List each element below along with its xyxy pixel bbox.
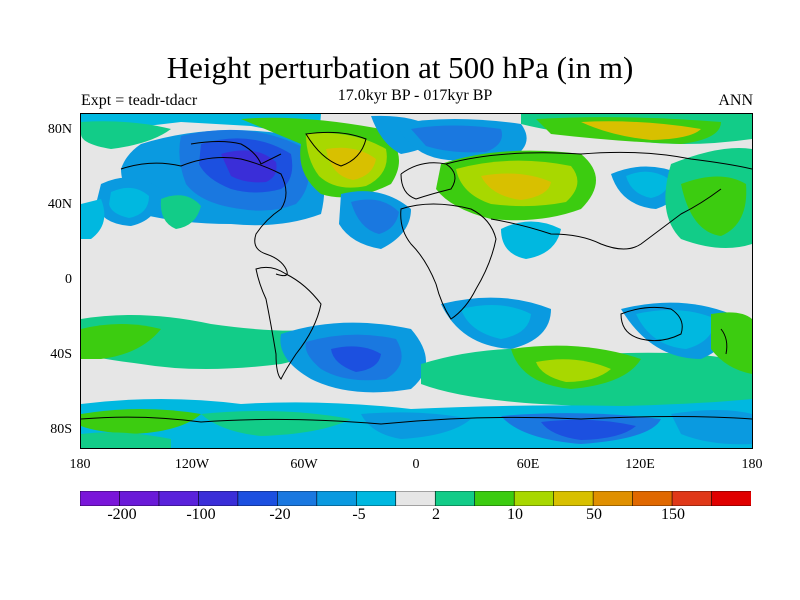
contour-fields [81, 114, 752, 448]
asia-south-coastline [490, 188, 722, 250]
colorbar-swatch [474, 491, 515, 506]
map-panel [80, 113, 753, 449]
lon-tick-label: 120E [625, 457, 655, 472]
contour-region [501, 221, 561, 259]
lat-tick-label: 40N [47, 197, 72, 212]
contour-region [626, 171, 669, 198]
lon-tick-label: 60E [516, 457, 540, 472]
colorbar-swatch [198, 491, 239, 506]
north-america-coastline [120, 157, 288, 277]
colorbar-label: 10 [507, 506, 523, 523]
colorbar-swatch [592, 491, 634, 506]
colorbar-label: 2 [432, 506, 440, 523]
contour-region [681, 176, 747, 236]
lon-tick-label: 0 [412, 457, 420, 472]
contour-region [671, 410, 752, 445]
contour-region [160, 195, 201, 229]
contour-region [81, 324, 161, 359]
colorbar-swatch [158, 491, 200, 506]
colorbar-swatch [355, 491, 397, 506]
australia-coastline [620, 306, 683, 342]
plot-title: Height perturbation at 500 hPa (in m) [166, 50, 634, 85]
arctic-canada-coastline [190, 141, 282, 165]
lon-tick-label: 180 [741, 457, 763, 472]
colorbar-swatch [80, 491, 121, 506]
colorbar-label: -200 [107, 506, 137, 523]
contour-region [536, 359, 611, 382]
antarctica-coastline [81, 416, 752, 425]
plot-subtitle: 17.0kyr BP - 017kyr BP [337, 87, 493, 104]
coastlines [81, 131, 752, 425]
contour-region [201, 410, 351, 436]
lat-tick-label: 0 [65, 272, 72, 287]
colorbar-swatch [237, 491, 279, 506]
contour-region [351, 199, 399, 234]
africa-coastline [400, 203, 497, 320]
lat-tick-label: 40S [50, 347, 72, 362]
contour-region [581, 121, 701, 140]
colorbar-label: 50 [586, 506, 602, 523]
colorbar-swatch [513, 491, 555, 506]
season-label: ANN [718, 92, 753, 109]
colorbar-swatch [553, 491, 594, 506]
contour-region [331, 346, 381, 372]
colorbar-swatch [671, 491, 713, 506]
contour-region [711, 312, 752, 374]
contour-region [81, 121, 171, 149]
greenland-coastline [305, 131, 367, 167]
contour-region [636, 310, 716, 349]
experiment-label: Expt = teadr-tdacr [81, 92, 198, 109]
colorbar-swatch [632, 491, 673, 506]
colorbar-swatch [277, 491, 318, 506]
colorbar-label: -20 [269, 506, 291, 523]
colorbar-label: -100 [186, 506, 216, 523]
contour-region [481, 173, 551, 200]
colorbar [80, 491, 751, 506]
lon-tick-label: 120W [174, 457, 210, 472]
contour-region [461, 305, 531, 339]
lat-tick-label: 80N [47, 122, 72, 137]
lon-tick-label: 60W [290, 457, 318, 472]
lon-tick-label: 180 [69, 457, 91, 472]
contour-region [81, 199, 105, 239]
colorbar-label: -5 [352, 506, 366, 523]
contour-region [109, 187, 149, 218]
colorbar-swatch [711, 491, 751, 506]
europe-coastline [400, 162, 456, 200]
contour-region [81, 432, 171, 448]
contour-region [326, 147, 376, 180]
contour-region [81, 409, 201, 434]
colorbar-swatch [395, 491, 437, 506]
new-zealand-coastline [720, 328, 728, 355]
colorbar-swatch [119, 491, 160, 506]
colorbar-swatch [434, 491, 476, 506]
contour-region [411, 125, 502, 153]
colorbar-label: 150 [661, 506, 685, 523]
asia-north-coastline [445, 151, 752, 170]
colorbar-swatch [316, 491, 358, 506]
south-america-coastline [255, 266, 322, 380]
lat-tick-label: 80S [50, 422, 72, 437]
contour-region [541, 419, 636, 440]
height-perturbation-map [81, 114, 752, 448]
